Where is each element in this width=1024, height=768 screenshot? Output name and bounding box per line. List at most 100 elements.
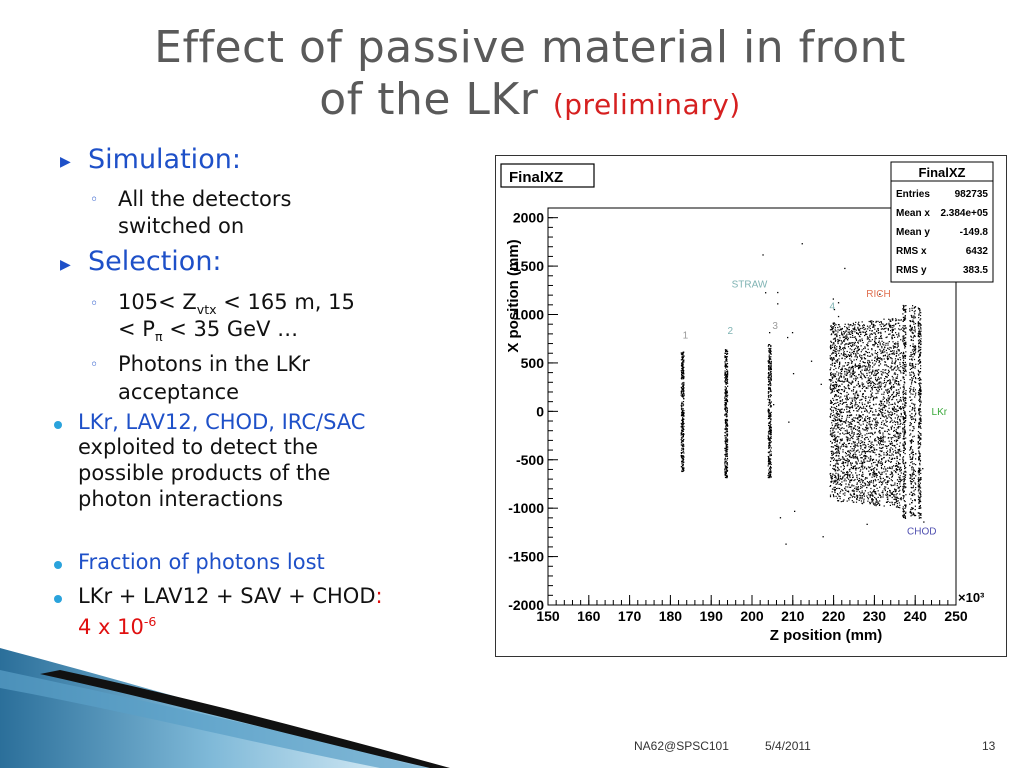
scatter-point [843,353,845,355]
scatter-point [903,409,905,411]
scatter-plot: 150 160 170 180 190 200 210 220 230 240 250-2000-1… [496,156,1006,656]
scatter-point [767,455,769,458]
scatter-point [852,438,854,440]
scatter-point [834,355,837,357]
scatter-point [871,349,873,351]
scatter-point [847,443,850,445]
scatter-point [842,432,844,434]
scatter-point [843,331,845,333]
scatter-point [840,370,843,372]
scatter-point [831,454,833,456]
scatter-point [885,454,887,456]
scatter-point [841,333,843,335]
scatter-point [835,387,837,389]
scatter-point [863,443,865,445]
scatter-point [830,347,832,349]
scatter-point [885,349,887,351]
scatter-point [867,382,869,385]
scatter-point [918,347,920,349]
scatter-point [681,358,683,360]
scatter-point [883,358,885,360]
scatter-point [895,429,897,431]
scatter-point [900,412,902,415]
scatter-point [920,514,922,516]
scatter-point [831,389,833,391]
scatter-point [890,492,892,494]
scatter-point [865,416,867,418]
scatter-point [911,320,913,323]
scatter-point [880,335,882,337]
scatter-point [902,313,904,315]
scatter-point [905,393,907,395]
scatter-point [725,356,727,358]
scatter-point [853,349,856,351]
scatter-point [852,474,854,476]
scatter-point [725,398,727,400]
scatter-point [681,406,683,408]
scatter-point [886,417,888,419]
scatter-point [919,385,921,387]
scatter-point [903,411,905,413]
scatter-point [856,404,858,406]
cut-z-post: < 165 m, 15 [216,290,355,314]
scatter-point [841,369,843,371]
scatter-point [898,407,900,409]
scatter-point [830,392,832,394]
scatter-point [680,408,683,410]
scatter-point [852,366,854,369]
scatter-point [768,367,770,370]
scatter-point [920,437,922,439]
scatter-point [904,311,906,313]
scatter-point [885,494,887,496]
scatter-point [912,321,914,323]
scatter-point [863,354,865,356]
scatter-point [724,365,726,367]
scatter-point [769,466,771,469]
scatter-point [888,404,890,406]
scatter-point [897,345,899,347]
scatter-point [900,468,902,471]
scatter-point [902,335,904,337]
scatter-point [835,339,837,341]
scatter-point [876,473,878,475]
scatter-point [683,467,685,469]
scatter-point [918,346,920,348]
scatter-point [875,320,877,322]
scatter-point [724,466,727,468]
scatter-point [898,332,900,334]
scatter-point [902,476,904,478]
scatter-point [880,496,882,498]
scatter-point [850,415,852,417]
scatter-point [831,458,833,460]
scatter-point [895,452,897,454]
scatter-point [839,412,841,414]
scatter-point [850,446,852,448]
scatter-point [726,375,728,377]
scatter-point [830,408,832,410]
scatter-point [681,413,684,415]
scatter-point [912,339,914,342]
scatter-point [863,348,865,350]
scatter-point [724,471,726,473]
scatter-point [846,429,848,431]
scatter-point [885,501,888,503]
scatter-point [876,397,878,399]
scatter-point [868,451,870,453]
scatter-point [887,411,889,413]
scatter-point [877,422,879,424]
scatter-point [910,511,912,513]
scatter-point [839,400,841,402]
scatter-point [836,419,839,421]
scatter-point [864,358,866,360]
scatter-point [853,371,855,373]
scatter-point [837,445,839,447]
scatter-point [917,470,919,472]
scatter-point [902,515,904,517]
scatter-point [898,463,900,465]
scatter-point [920,389,922,391]
scatter-point [899,399,901,401]
scatter-point [770,437,772,439]
scatter-point [853,336,855,338]
scatter-point [879,386,881,389]
scatter-point [893,420,895,422]
